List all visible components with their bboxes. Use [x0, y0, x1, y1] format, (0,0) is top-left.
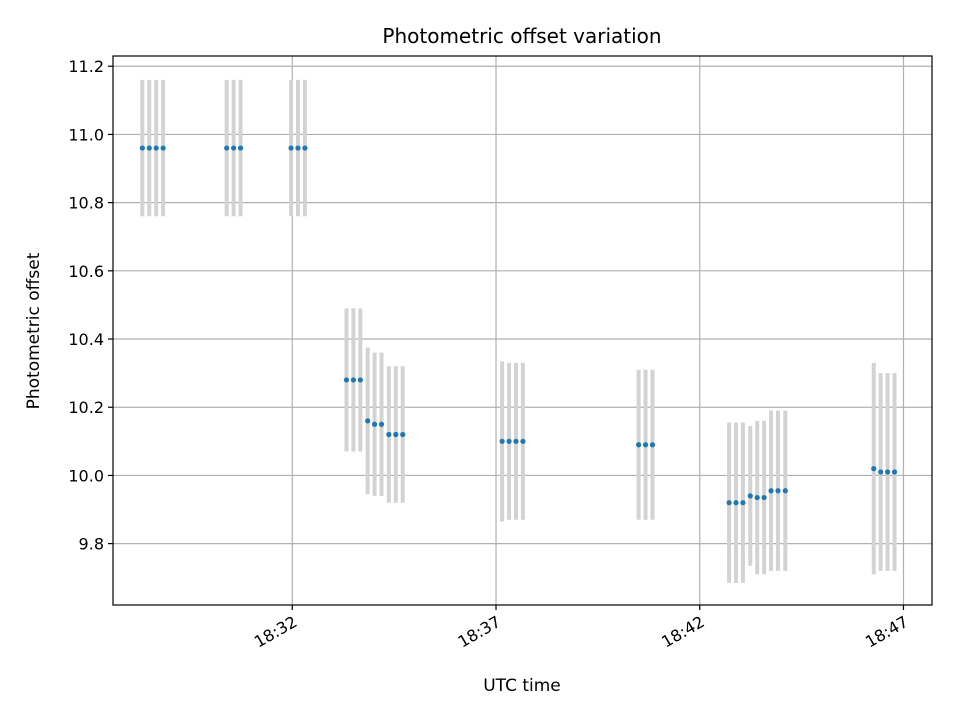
data-point — [146, 145, 152, 151]
y-tick-label: 9.8 — [79, 535, 104, 554]
x-tick-label: 18:37 — [455, 612, 504, 652]
data-points — [139, 145, 898, 506]
y-tick-label: 10.0 — [68, 466, 104, 485]
grid-lines — [113, 56, 932, 605]
data-point — [237, 145, 244, 151]
y-tick-label: 10.4 — [68, 330, 104, 349]
data-point — [499, 438, 505, 444]
data-point — [400, 431, 406, 438]
data-point — [636, 442, 642, 448]
plot-frame — [112, 55, 933, 606]
data-point — [761, 494, 767, 501]
data-point — [871, 466, 877, 472]
data-point — [224, 145, 230, 151]
data-point — [506, 438, 512, 444]
x-tick-label: 18:47 — [862, 612, 911, 652]
y-tick-label: 10.8 — [68, 194, 104, 213]
data-point — [754, 494, 760, 501]
y-tick-label: 10.6 — [68, 262, 104, 281]
y-tick-label: 10.2 — [68, 398, 104, 417]
y-tick-label: 11.2 — [68, 57, 104, 76]
data-point — [513, 438, 519, 444]
data-point — [231, 145, 237, 151]
data-point — [139, 145, 145, 151]
data-point — [393, 431, 399, 438]
x-tick-label: 18:32 — [251, 612, 300, 652]
data-point — [160, 145, 166, 151]
x-tick-label: 18:42 — [658, 612, 707, 652]
data-point — [726, 500, 732, 506]
y-tick-label: 11.0 — [68, 125, 104, 144]
data-point — [884, 469, 891, 475]
data-point — [365, 418, 371, 424]
y-axis-title: Photometric offset — [24, 252, 44, 409]
data-point — [378, 421, 385, 427]
data-point — [371, 421, 378, 427]
data-point — [386, 431, 392, 438]
data-point — [747, 493, 753, 499]
data-point — [343, 377, 350, 383]
data-point — [733, 500, 739, 506]
data-point — [153, 145, 159, 151]
data-point — [295, 145, 301, 151]
data-point — [740, 500, 746, 506]
data-point — [649, 442, 656, 448]
x-axis-title: UTC time — [483, 676, 561, 696]
data-point — [642, 442, 649, 448]
data-point — [878, 469, 884, 475]
data-point — [768, 488, 774, 494]
data-point — [775, 488, 781, 494]
data-point — [302, 145, 308, 151]
data-point — [891, 469, 898, 475]
chart-title: Photometric offset variation — [382, 24, 661, 48]
data-point — [350, 377, 357, 383]
data-point — [520, 438, 526, 444]
x-axis-ticks: 18:32 18:37 18:42 18:47 — [251, 605, 911, 652]
data-point — [288, 145, 294, 151]
data-point — [357, 377, 363, 383]
data-point — [782, 488, 788, 494]
error-bars — [140, 79, 897, 583]
y-axis-ticks: 9.8 10.0 10.2 10.4 10.6 10.8 11.0 11.2 — [68, 57, 113, 554]
